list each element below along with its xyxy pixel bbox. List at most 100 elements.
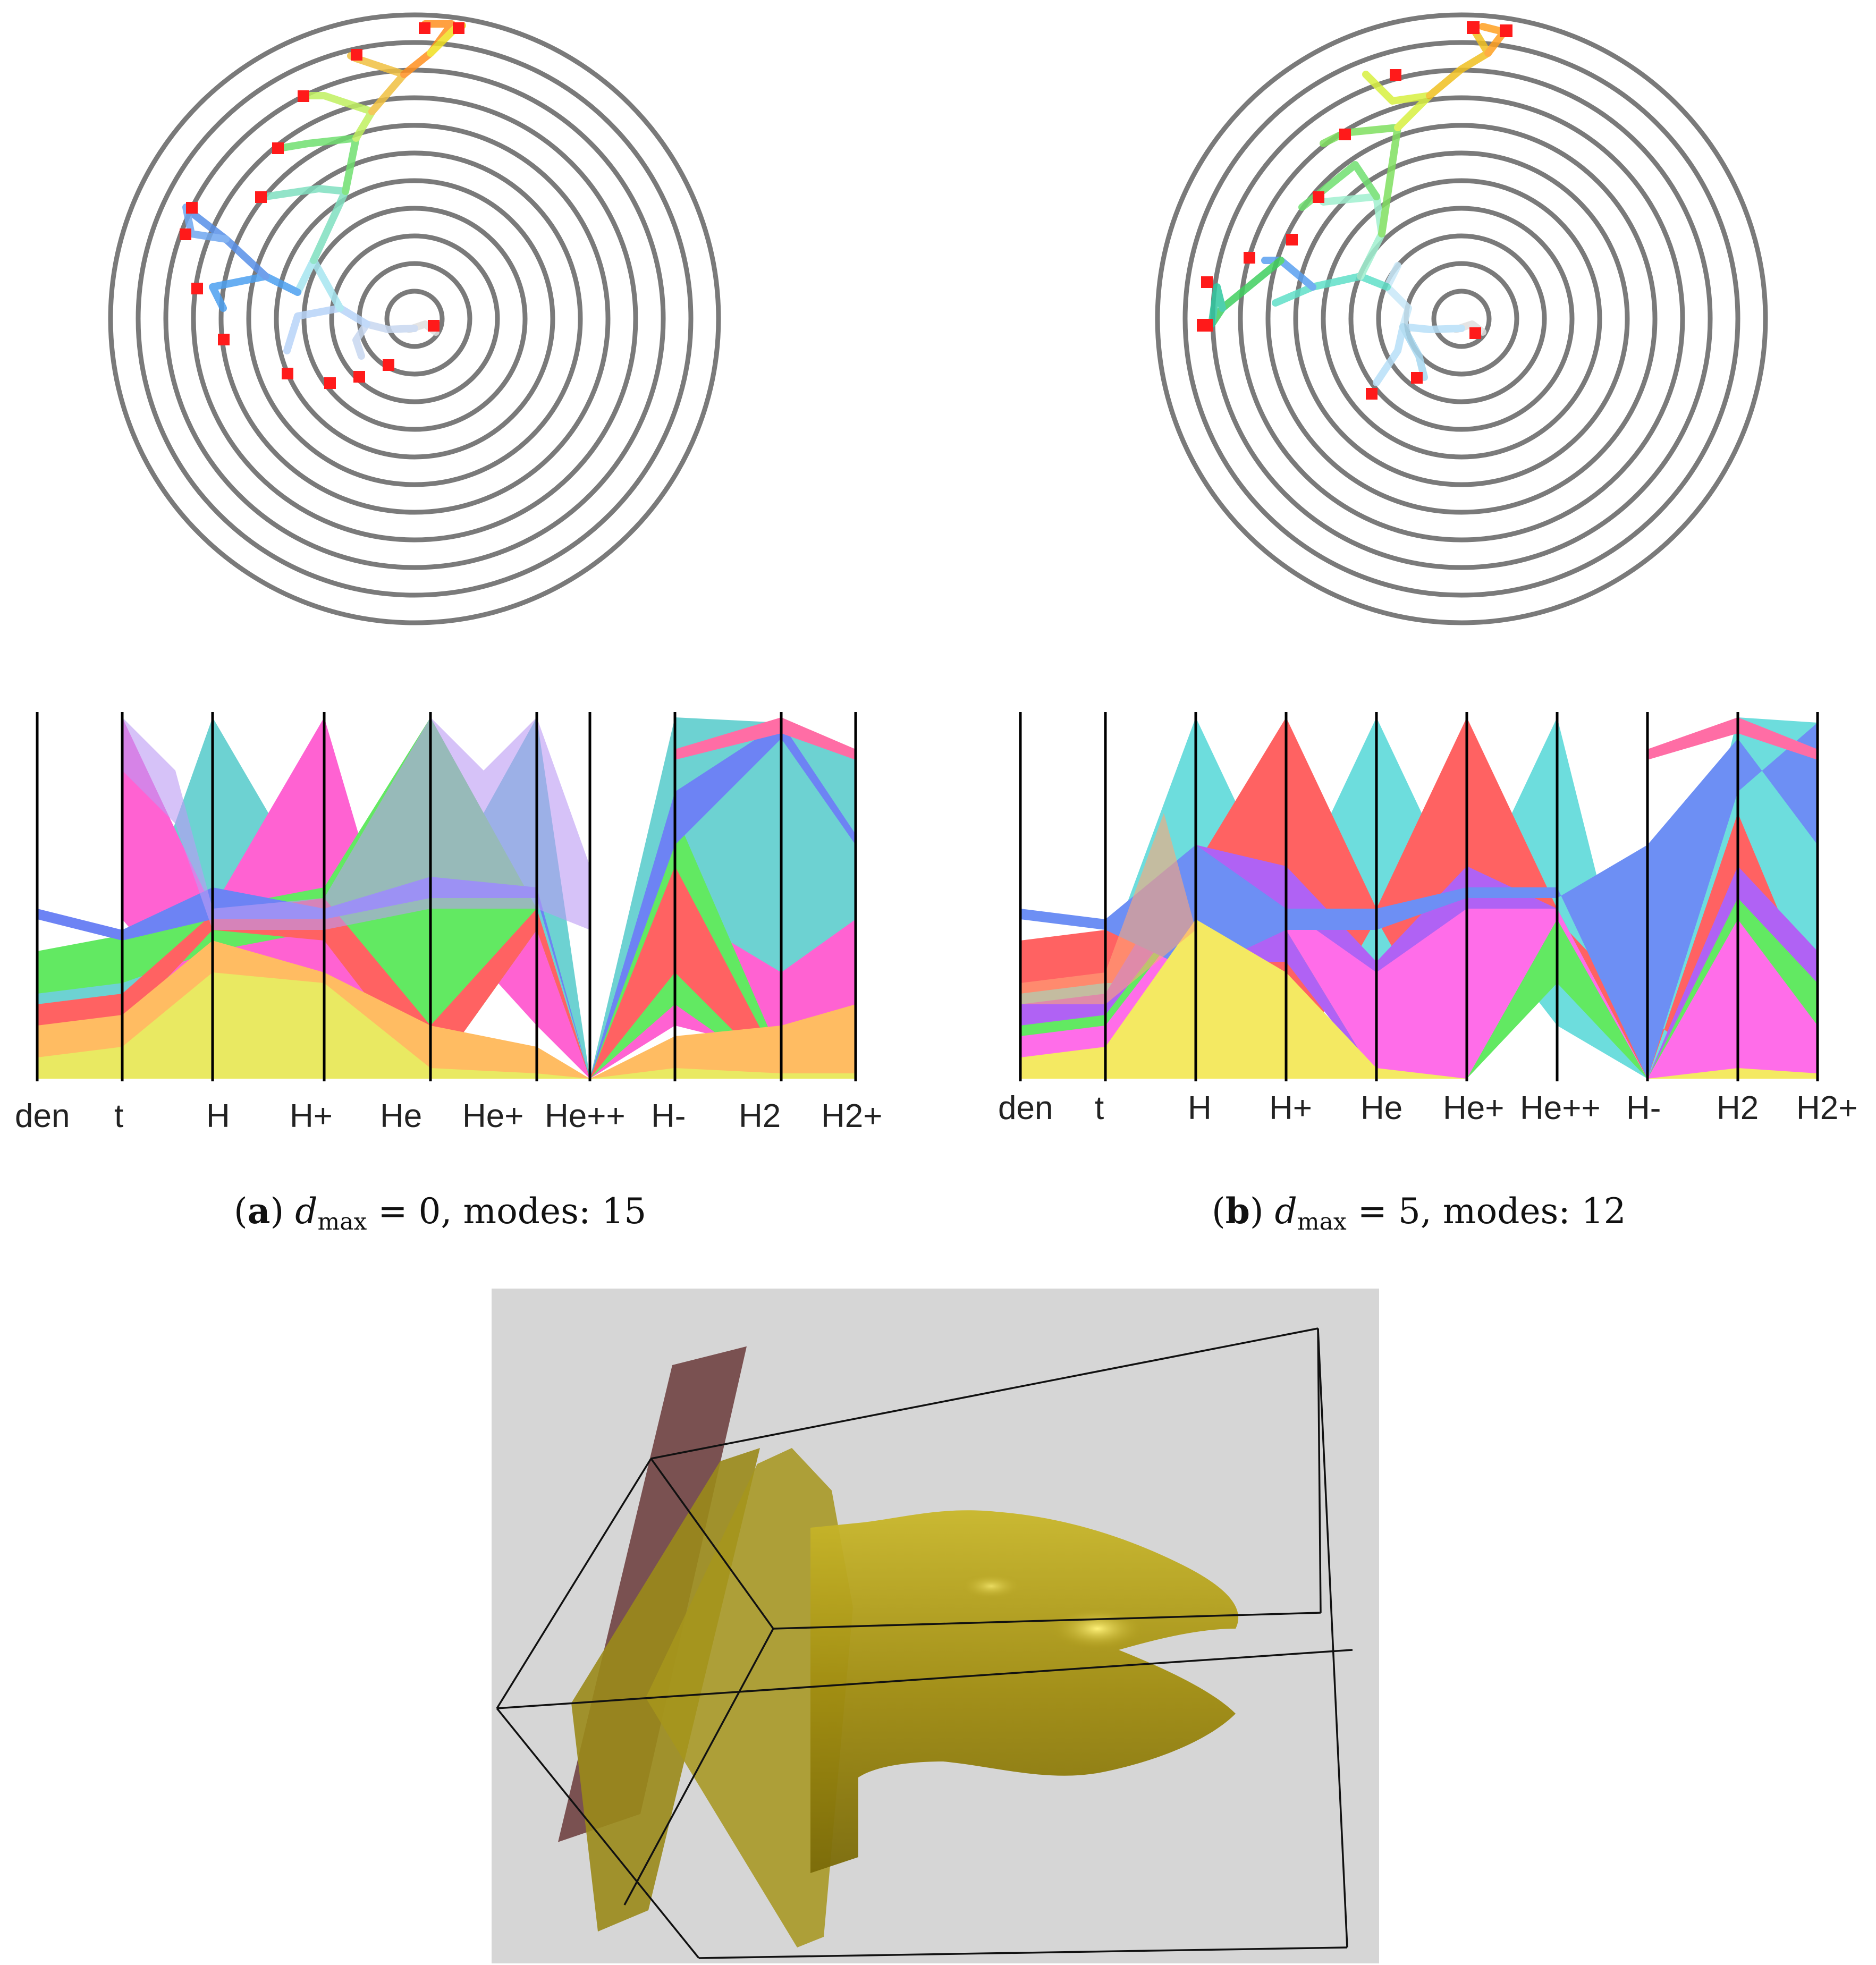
mode-point [180,228,191,240]
ring [1348,206,1575,432]
tree-edge [1320,124,1401,238]
parallel-axes [36,712,857,1081]
mode-point [1500,24,1512,37]
polyline-bundles [1020,717,1818,1079]
ring [329,233,500,404]
tree-edges [182,20,466,360]
axis-label-H-plus: H+ [1269,1090,1312,1127]
caption-b: (b) dmax = 5, modes: 12 [1212,1190,1626,1235]
bundle [37,723,856,1079]
caption-subscript: max [317,1208,367,1235]
tree-edge [1208,283,1226,328]
ring [1321,178,1602,460]
axis-label-den: den [998,1090,1053,1127]
ring [1376,233,1547,404]
tree-edge [1426,23,1492,99]
mode-point [191,283,203,294]
plume-body [810,1510,1239,1873]
bundle [1020,919,1818,1079]
volume-rendering [492,1289,1379,1963]
box-edge [650,1327,1319,1460]
parallel-axes [1019,712,1819,1081]
caption-text: = 5, modes: 12 [1346,1191,1626,1232]
caption-letter: a [247,1190,271,1232]
tree-edges [1208,23,1508,386]
ring [301,206,528,432]
tree-edge [273,134,360,195]
axis-label-den: den [15,1098,70,1134]
mode-point [1411,372,1423,384]
bundle [1020,909,1818,1079]
mode-point [1339,129,1351,140]
mode-point [1469,327,1481,339]
ring [274,178,555,460]
tree-edge [1362,71,1433,131]
tree-edge [1399,323,1428,381]
concentric-rings [108,12,721,625]
mode-point [1197,319,1213,332]
ring [1155,12,1768,625]
axis-label-H2-plus: H2+ [821,1098,883,1134]
bundle [1020,813,1196,1004]
axis-label-H-minus: H- [1626,1090,1661,1127]
axis-label-He: He [1360,1090,1403,1127]
ring [191,95,638,543]
mode-point [255,191,267,203]
axis-label-H-plus: H+ [290,1098,333,1134]
box-edge [1317,1328,1348,1948]
highlight [959,1573,1023,1599]
bundle [1647,717,1818,760]
ring [1210,67,1713,570]
box-edge [1317,1328,1322,1613]
tree-edge [299,92,376,142]
axis-label-He-plus: He+ [462,1098,524,1134]
ring [108,12,721,625]
caption-text: = 0, modes: 15 [367,1191,647,1232]
mode-point [1366,388,1378,400]
isosurface-render [496,1327,1353,1959]
box-edge [496,1458,652,1709]
axis-label-H: H [1188,1090,1212,1127]
bundle [1020,723,1818,1079]
mode-point [1390,69,1401,81]
radial-tree-b [1155,12,1768,625]
ring [1293,150,1630,487]
axis-label-H-minus: H- [651,1098,686,1134]
concentric-rings [1155,12,1768,625]
tree-edge [1383,262,1412,331]
mode-point [353,371,365,383]
bundle [37,972,856,1079]
ring [246,150,583,487]
mode-point [383,359,394,371]
mode-point [1201,276,1213,288]
axis-label-He-plus-plus: He++ [1520,1090,1601,1127]
radial-tree-a [108,12,721,625]
tree-edge [1320,193,1385,280]
ring [1238,95,1685,543]
mode-point [1313,191,1324,203]
caption-a: (a) dmax = 0, modes: 15 [234,1190,647,1235]
caption-variable: d [1274,1191,1297,1232]
box-edge [623,1628,774,1905]
tree-edge [209,273,301,312]
mode-point [351,49,362,61]
axis-label-He-plus: He+ [1443,1090,1505,1127]
parallel-coordinates-b [1019,712,1819,1081]
box-edge [650,1458,774,1630]
axis-label-He: He [380,1098,422,1134]
box-edge [773,1612,1321,1630]
axis-label-H2: H2 [739,1098,781,1134]
axis-label-H: H [206,1098,230,1134]
caption-letter: b [1225,1190,1250,1232]
axis-label-H2: H2 [1717,1090,1759,1127]
mode-point [218,334,230,345]
mode-point [272,142,284,154]
mode-point [324,377,336,389]
mode-point [298,90,309,102]
mode-point [186,202,198,214]
mode-point [282,368,293,379]
tree-edge [262,185,349,264]
box-edge [496,1649,1353,1709]
caption-variable: d [295,1191,318,1232]
mode-point [1286,234,1298,245]
